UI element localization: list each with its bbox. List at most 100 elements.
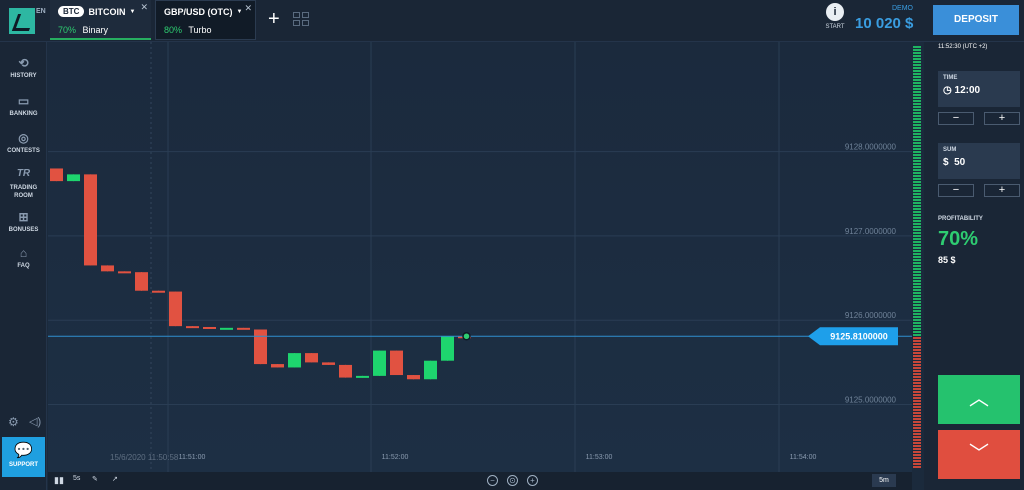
price-chart[interactable]: 9128.0000000 9127.0000000 9126.0000000 9125…: [48, 42, 912, 472]
candle: [441, 336, 454, 361]
price-tick-label: 9126.0000000: [845, 311, 897, 320]
add-asset-button[interactable]: +: [268, 8, 280, 30]
pencil-icon[interactable]: ✎: [92, 476, 98, 483]
depth-bar: [913, 367, 921, 369]
depth-bar: [913, 349, 921, 351]
time-field[interactable]: TIME ◷ 12:00: [938, 71, 1020, 107]
candles-icon[interactable]: ▮▮: [54, 475, 64, 485]
call-button[interactable]: ︿: [938, 375, 1020, 424]
sidebar-item-faq[interactable]: ⌂ FAQ: [0, 246, 47, 269]
sidebar-item-contests[interactable]: ◎ CONTESTS: [0, 131, 47, 154]
close-icon[interactable]: ✕: [244, 3, 252, 13]
time-increase-button[interactable]: +: [984, 112, 1020, 125]
reset-zoom-icon[interactable]: ⊙: [507, 475, 518, 486]
start-timestamp: 15/6/2020 11:50:58: [110, 453, 179, 462]
layout-grid-icon[interactable]: [293, 12, 309, 26]
sum-increase-button[interactable]: +: [984, 184, 1020, 197]
indicator-icon[interactable]: ↗: [112, 476, 118, 483]
candle: [373, 350, 386, 376]
start-label: START: [825, 24, 845, 30]
depth-bar: [913, 439, 921, 441]
sum-field[interactable]: SUM $ 50: [938, 143, 1020, 179]
dropdown-arrow-icon[interactable]: ▼: [236, 9, 243, 15]
depth-bar: [913, 313, 921, 315]
depth-bar: [913, 184, 921, 186]
sidebar-item-label: BANKING: [9, 111, 38, 117]
candle: [50, 168, 63, 182]
depth-bar: [913, 289, 921, 291]
depth-bar: [913, 322, 921, 324]
put-button[interactable]: ﹀: [938, 430, 1020, 479]
asset-mode: Turbo: [188, 25, 212, 35]
dropdown-arrow-icon[interactable]: ▼: [129, 8, 136, 15]
depth-bar: [913, 409, 921, 411]
time-decrease-button[interactable]: −: [938, 112, 974, 125]
depth-bar: [913, 460, 921, 462]
depth-bar: [913, 262, 921, 264]
depth-bar: [913, 388, 921, 390]
sidebar-item-bonuses[interactable]: ⊞ BONUSES: [0, 210, 47, 233]
depth-bar: [913, 127, 921, 129]
time-tick-label: 11:52:00: [382, 454, 409, 461]
depth-bar: [913, 148, 921, 150]
depth-bar: [913, 253, 921, 255]
depth-bar: [913, 94, 921, 96]
zoom-out-icon[interactable]: −: [487, 475, 498, 486]
depth-bar: [913, 433, 921, 435]
sidebar-item-label: BONUSES: [8, 227, 39, 233]
depth-bar: [913, 118, 921, 120]
asset-tab-gbpusd[interactable]: GBP/USD (OTC) ▼ 80% Turbo ✕: [155, 0, 256, 40]
arrow-down-icon: ﹀: [969, 443, 989, 465]
gear-icon[interactable]: ⚙: [8, 415, 19, 429]
chart-canvas[interactable]: 9128.0000000 9127.0000000 9126.0000000 9125…: [48, 42, 912, 472]
balance[interactable]: 10 020 $: [855, 15, 914, 32]
candle: [288, 353, 301, 368]
depth-bar: [913, 244, 921, 246]
arrow-up-icon: ︿: [969, 388, 989, 410]
sidebar-item-history[interactable]: ⟲ HISTORY: [0, 56, 47, 79]
candle: [305, 353, 318, 363]
depth-bar: [913, 430, 921, 432]
profit-amount: 85 $: [938, 255, 956, 265]
candle: [356, 375, 369, 378]
start-button[interactable]: i START: [822, 3, 848, 30]
logo[interactable]: [9, 8, 35, 34]
sidebar-item-label: FAQ: [17, 263, 30, 269]
depth-bar: [913, 199, 921, 201]
interval-selector[interactable]: 5s: [73, 475, 81, 482]
depth-bar: [913, 208, 921, 210]
time-value: 12:00: [954, 85, 981, 96]
depth-bar: [913, 166, 921, 168]
sidebar-item-banking[interactable]: ▭ BANKING: [0, 94, 47, 117]
deposit-button[interactable]: DEPOSIT: [933, 5, 1019, 35]
sidebar-item-trading-room[interactable]: TR TRADING ROOM: [0, 167, 47, 200]
asset-code-badge: BTC: [58, 6, 85, 17]
depth-bar: [913, 436, 921, 438]
sum-decrease-button[interactable]: −: [938, 184, 974, 197]
depth-bar: [913, 280, 921, 282]
candle: [220, 327, 233, 330]
depth-bar: [913, 151, 921, 153]
profitability-percent: 70%: [938, 228, 979, 250]
depth-bar: [913, 301, 921, 303]
zoom-in-icon[interactable]: +: [527, 475, 538, 486]
depth-bar: [913, 196, 921, 198]
tr-icon: TR: [16, 168, 31, 179]
price-tick-label: 9128.0000000: [845, 143, 897, 152]
timeframe-selector[interactable]: 5m: [872, 474, 896, 487]
support-button[interactable]: 💬 SUPPORT: [2, 437, 45, 477]
language-selector[interactable]: EN: [36, 8, 46, 15]
depth-bar: [913, 328, 921, 330]
close-icon[interactable]: ✕: [140, 2, 148, 12]
depth-bar: [913, 214, 921, 216]
current-price-label: 9125.8100000: [830, 331, 888, 341]
depth-bar: [913, 292, 921, 294]
account-type-label[interactable]: DEMO: [892, 5, 913, 12]
depth-bar: [913, 49, 921, 51]
profitability-label: PROFITABILITY: [938, 216, 983, 222]
depth-bar: [913, 178, 921, 180]
depth-bar: [913, 88, 921, 90]
asset-name: GBP/USD (OTC): [164, 7, 233, 17]
speaker-icon[interactable]: ◁): [29, 416, 42, 428]
asset-tab-bitcoin[interactable]: BTC BITCOIN ▼ 70% Binary ✕: [50, 0, 151, 40]
